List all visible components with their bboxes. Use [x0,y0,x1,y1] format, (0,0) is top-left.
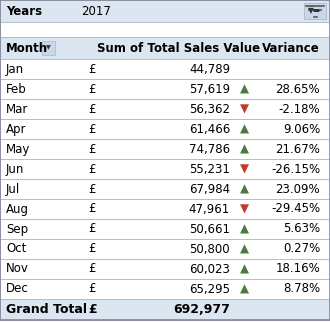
Text: Aug: Aug [6,203,29,215]
Text: Month: Month [6,42,48,54]
Text: 60,023: 60,023 [189,262,230,276]
Bar [0,22,330,37]
Text: Feb: Feb [6,82,27,96]
Text: Jul: Jul [6,183,20,195]
Text: 0.27%: 0.27% [283,242,320,255]
Bar [0,37,330,59]
Bar [0,279,330,299]
Text: ▼: ▼ [46,45,51,51]
Text: ▼: ▼ [240,163,249,175]
Text: 47,961: 47,961 [189,203,230,215]
Bar [0,139,330,159]
Text: 57,619: 57,619 [189,82,230,96]
Text: Variance: Variance [262,42,320,54]
Text: Jun: Jun [6,163,24,175]
Text: £: £ [88,223,95,235]
Text: -29.45%: -29.45% [271,203,320,215]
Text: -26.15%: -26.15% [271,163,320,175]
Text: 50,661: 50,661 [189,223,230,235]
Bar [42,41,55,55]
Text: Apr: Apr [6,122,26,136]
Text: 9.06%: 9.06% [283,122,320,136]
Bar [0,59,330,79]
Text: ▼: ▼ [240,203,249,215]
Bar [0,79,330,99]
Text: 65,295: 65,295 [189,282,230,296]
Text: ▲: ▲ [240,242,249,255]
Text: Sum of Total Sales Value: Sum of Total Sales Value [97,42,261,54]
Text: ▼: ▼ [240,102,249,116]
Text: £: £ [88,122,95,136]
Text: £: £ [88,82,95,96]
Text: £: £ [88,102,95,116]
Text: £: £ [88,62,95,75]
Text: ▲: ▲ [240,183,249,195]
Text: 50,800: 50,800 [189,242,230,255]
Bar [0,119,330,139]
Text: 2017: 2017 [81,5,111,17]
Text: 21.67%: 21.67% [275,143,320,156]
Text: 55,231: 55,231 [189,163,230,175]
Bar [304,3,326,19]
Text: 8.78%: 8.78% [283,282,320,296]
Text: £: £ [88,143,95,156]
Text: £: £ [88,163,95,175]
Bar [0,0,330,22]
Text: 18.16%: 18.16% [275,262,320,276]
Bar [0,199,330,219]
Text: 28.65%: 28.65% [275,82,320,96]
Text: 23.09%: 23.09% [275,183,320,195]
Text: Dec: Dec [6,282,29,296]
Text: 56,362: 56,362 [189,102,230,116]
Bar [0,99,330,119]
Text: Oct: Oct [6,242,26,255]
Text: ▲: ▲ [240,262,249,276]
Text: Sep: Sep [6,223,28,235]
Text: £: £ [88,242,95,255]
Text: ▼▬: ▼▬ [309,6,321,15]
Text: £: £ [88,303,97,316]
Bar [0,259,330,279]
Text: £: £ [88,282,95,296]
Text: Mar: Mar [6,102,28,116]
Text: ▲: ▲ [240,223,249,235]
Bar [0,179,330,199]
Text: 74,786: 74,786 [189,143,230,156]
Text: £: £ [88,183,95,195]
Text: ▲: ▲ [240,282,249,296]
Text: Nov: Nov [6,262,29,276]
Bar [0,159,330,179]
Text: May: May [6,143,30,156]
Bar [0,219,330,239]
Text: ▲: ▲ [240,143,249,156]
Text: Jan: Jan [6,62,24,75]
Text: Years: Years [6,5,42,17]
Bar [0,239,330,259]
Text: 44,789: 44,789 [189,62,230,75]
Text: -2.18%: -2.18% [279,102,320,116]
Text: 5.63%: 5.63% [283,223,320,235]
Text: Grand Total: Grand Total [6,303,87,316]
Bar [0,299,330,320]
Text: ▲: ▲ [240,82,249,96]
Text: £: £ [88,262,95,276]
Text: 67,984: 67,984 [189,183,230,195]
Text: ▲: ▲ [240,122,249,136]
Text: £: £ [88,203,95,215]
Text: 692,977: 692,977 [173,303,230,316]
Text: 61,466: 61,466 [189,122,230,136]
